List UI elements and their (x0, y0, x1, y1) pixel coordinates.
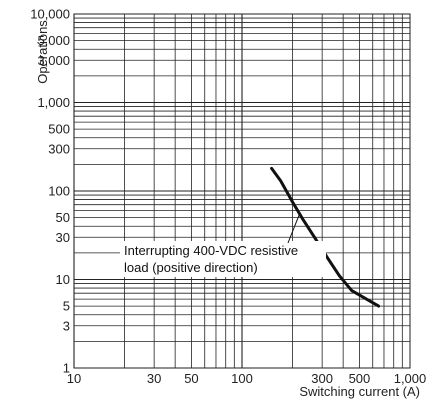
annotation-leader-line (287, 213, 300, 244)
annotation-line-2: load (positive direction) (124, 260, 258, 275)
x-tick-label: 100 (231, 371, 253, 386)
x-tick-labels: 10 30 50 100 300 500 1,000 (67, 371, 427, 386)
y-axis-title: Operations (35, 20, 50, 84)
y-tick-label: 5 (63, 299, 70, 314)
y-tick-label: 300 (48, 141, 70, 156)
y-tick-label: 100 (48, 184, 70, 199)
y-tick-label: 30 (56, 230, 70, 245)
x-tick-label: 30 (147, 371, 161, 386)
y-tick-label: 1 (63, 361, 70, 376)
annotation-background (120, 241, 326, 277)
x-tick-label: 500 (349, 371, 371, 386)
y-tick-label: 1,000 (37, 95, 70, 110)
y-tick-label: 10,000 (30, 7, 70, 22)
y-tick-labels: 1 3 5 10 30 50 100 300 500 1,000 3,000 5,000 10,000 (30, 7, 70, 376)
annotation: Interrupting 400-VDC resistive load (pos… (120, 213, 326, 277)
x-axis-title: Switching current (A) (299, 384, 420, 399)
y-tick-label: 3 (63, 318, 70, 333)
y-tick-label: 5,000 (37, 33, 70, 48)
y-tick-label: 10 (56, 272, 70, 287)
y-tick-label: 3,000 (37, 53, 70, 68)
x-tick-label: 10 (67, 371, 81, 386)
annotation-line-1: Interrupting 400-VDC resistive (124, 243, 298, 258)
x-tick-label: 300 (311, 371, 333, 386)
x-tick-label: 1,000 (394, 371, 427, 386)
y-tick-label: 500 (48, 122, 70, 137)
plot-frame (73, 13, 411, 369)
x-tick-label: 50 (184, 371, 198, 386)
grid (73, 14, 410, 369)
y-tick-label: 50 (56, 210, 70, 225)
